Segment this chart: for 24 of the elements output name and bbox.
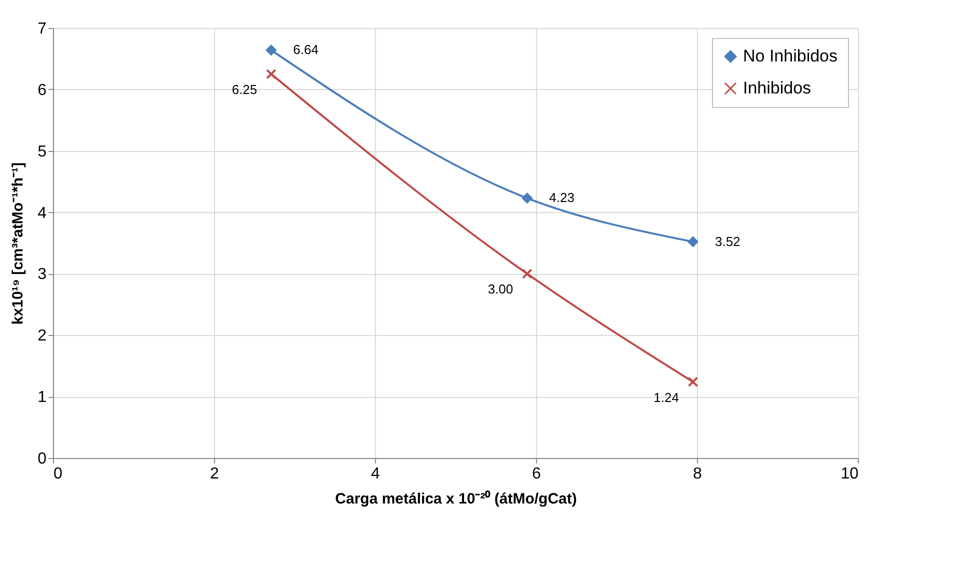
- y-tick-label: 1: [38, 389, 47, 406]
- data-label: 3.00: [488, 282, 514, 297]
- x-tick-label: 8: [693, 466, 702, 482]
- x-tick-label: 2: [210, 466, 220, 482]
- x-tick-label: 0: [54, 466, 62, 482]
- y-tick-label: 3: [38, 266, 47, 284]
- x-tick-label: 6: [532, 466, 542, 482]
- data-label: 6.25: [232, 82, 258, 98]
- data-label: 3.52: [714, 234, 740, 249]
- y-tick-label: 2: [38, 328, 47, 345]
- data-label: 6.64: [293, 42, 318, 58]
- data-label: 1.24: [654, 390, 679, 405]
- y-axis-title: kx10¹⁹ [cm³*atMo⁻¹*h⁻¹]: [10, 162, 27, 325]
- x-tick-label: 4: [371, 466, 380, 482]
- x-axis-title: Carga metálica x 10⁻²⁰ (átMo/gCat): [335, 490, 577, 508]
- y-tick-label: 4: [38, 204, 47, 222]
- x-tick-label: 10: [840, 466, 859, 482]
- legend-label: No Inhibidos: [743, 46, 838, 66]
- y-tick-label: 5: [38, 143, 47, 160]
- y-tick-label: 7: [38, 20, 47, 38]
- y-tick-label: 0: [38, 450, 47, 468]
- data-label: 4.23: [549, 190, 574, 206]
- legend-label: Inhibidos: [743, 78, 812, 98]
- y-tick-label: 6: [38, 82, 47, 99]
